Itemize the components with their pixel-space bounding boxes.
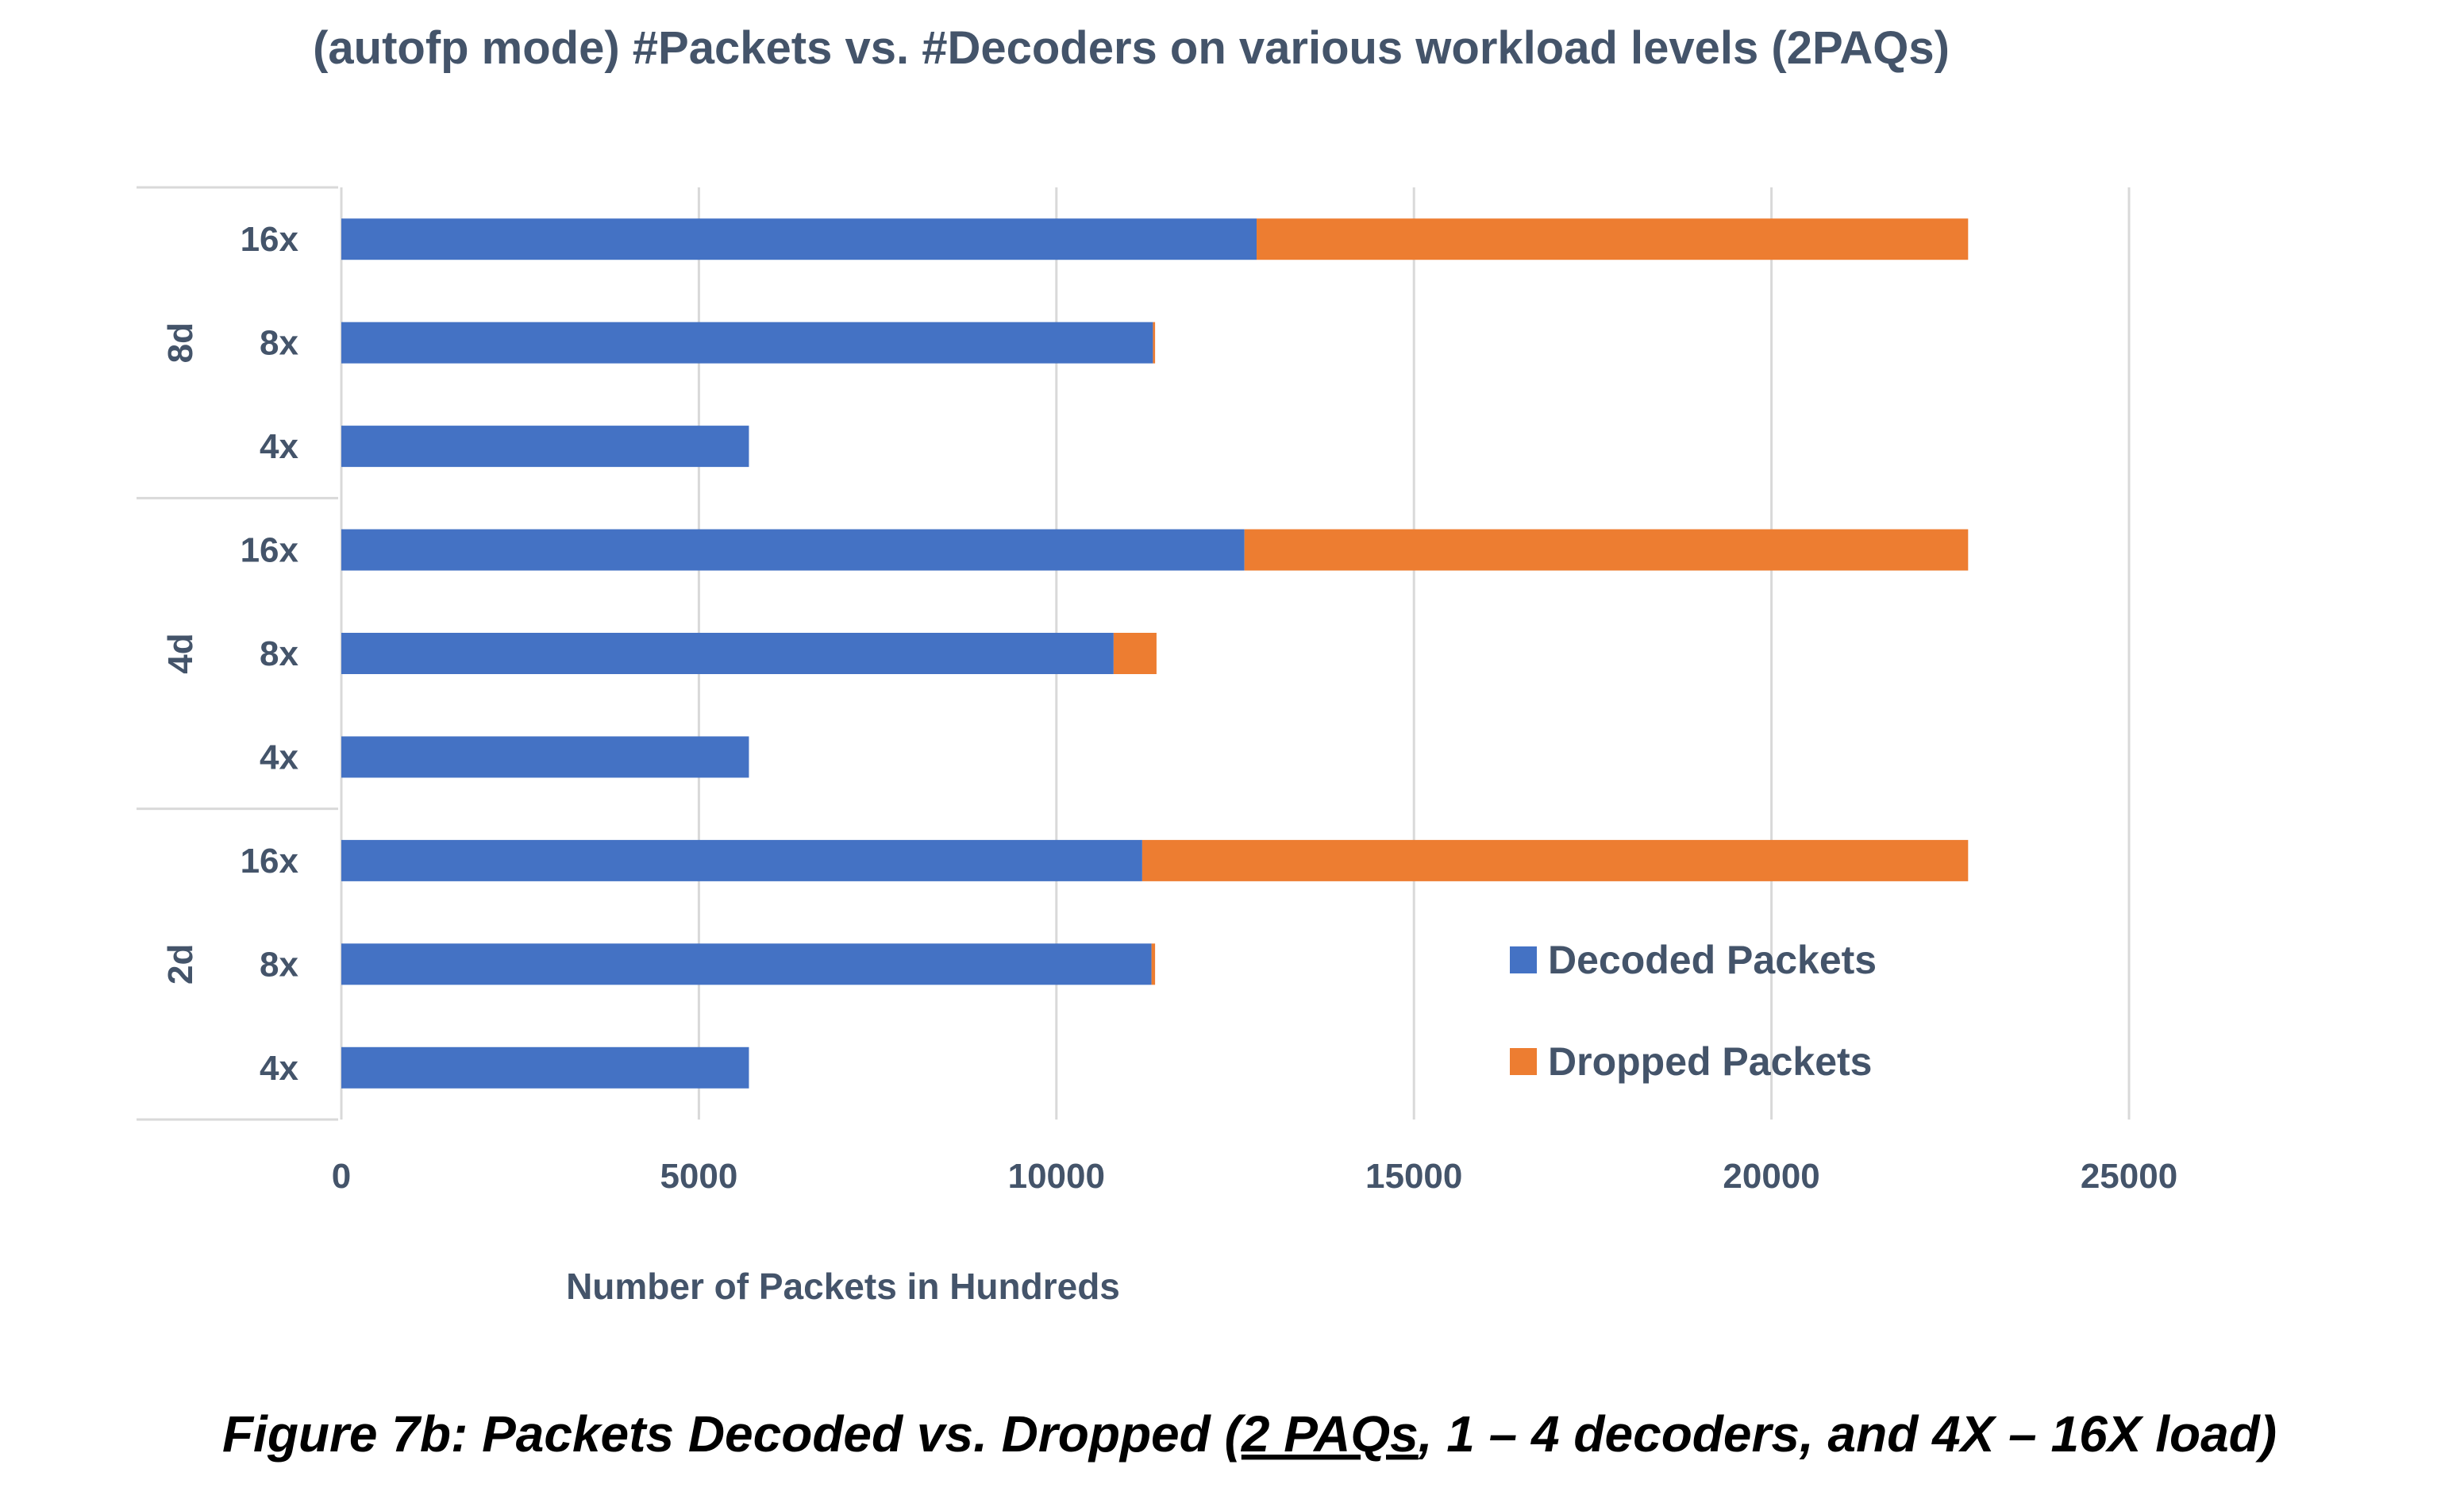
x-tick-10000: 10000 xyxy=(1008,1157,1105,1196)
bar-2d-16x-dropped xyxy=(1142,839,1969,881)
legend-swatch-decoded xyxy=(1510,946,1537,973)
group-separators xyxy=(137,186,338,1121)
bar-4d-4x-decoded xyxy=(341,736,749,778)
y-tick-4d-16x: 16x xyxy=(241,531,299,570)
caption-prefix: Figure 7b: Packets Decoded vs. Dropped ( xyxy=(222,1405,1247,1463)
chart-title: (autofp mode) #Packets vs. #Decoders on … xyxy=(313,22,1950,74)
x-axis-ticks: 0 5000 10000 15000 20000 25000 xyxy=(332,1157,2177,1196)
x-tick-5000: 5000 xyxy=(660,1157,737,1196)
bar-2d-4x-decoded xyxy=(341,1046,749,1089)
y-group-2d: 2d xyxy=(161,944,200,985)
x-tick-15000: 15000 xyxy=(1365,1157,1462,1196)
bars xyxy=(341,218,1969,1089)
bar-2d-16x-decoded xyxy=(341,839,1142,881)
y-axis-category-labels: 16x 8x 4x 16x 8x 4x 16x 8x 4x xyxy=(241,220,299,1088)
bar-8d-16x-dropped xyxy=(1257,218,1969,260)
bar-2d-8x-decoded xyxy=(341,943,1152,985)
x-tick-25000: 25000 xyxy=(2081,1157,2177,1196)
y-axis-group-labels: 8d 4d 2d xyxy=(161,322,200,985)
x-tick-0: 0 xyxy=(332,1157,351,1196)
legend-label-dropped: Dropped Packets xyxy=(1548,1039,1872,1084)
y-tick-2d-8x: 8x xyxy=(260,945,298,984)
y-group-4d: 4d xyxy=(161,633,200,673)
bar-8d-8x-dropped xyxy=(1153,322,1156,364)
bar-2d-8x-dropped xyxy=(1151,943,1156,985)
y-tick-4d-8x: 8x xyxy=(260,634,298,673)
y-group-8d: 8d xyxy=(161,322,200,363)
bar-4d-16x-decoded xyxy=(341,529,1245,571)
y-tick-8d-4x: 4x xyxy=(260,427,298,466)
figure-caption: Figure 7b: Packets Decoded vs. Dropped (… xyxy=(222,1405,2277,1463)
bar-8d-16x-decoded xyxy=(341,218,1257,260)
y-tick-8d-16x: 16x xyxy=(241,220,299,259)
legend-label-decoded: Decoded Packets xyxy=(1548,938,1877,982)
bar-8d-4x-decoded xyxy=(341,426,749,468)
caption-underlined: 2 PAQs xyxy=(1241,1405,1419,1463)
bar-4d-8x-decoded xyxy=(341,633,1114,674)
y-tick-2d-4x: 4x xyxy=(260,1049,298,1088)
y-tick-8d-8x: 8x xyxy=(260,324,298,363)
y-tick-2d-16x: 16x xyxy=(241,842,299,881)
legend-swatch-dropped xyxy=(1510,1048,1537,1075)
bar-4d-16x-dropped xyxy=(1244,529,1969,571)
x-tick-20000: 20000 xyxy=(1723,1157,1819,1196)
y-tick-4d-4x: 4x xyxy=(260,738,298,777)
legend: Decoded Packets Dropped Packets xyxy=(1510,938,1877,1084)
x-axis-title: Number of Packets in Hundreds xyxy=(566,1266,1120,1307)
caption-suffix: , 1 – 4 decoders, and 4X – 16X load) xyxy=(1418,1405,2277,1463)
bar-8d-8x-decoded xyxy=(341,322,1153,364)
bar-4d-8x-dropped xyxy=(1113,633,1157,674)
